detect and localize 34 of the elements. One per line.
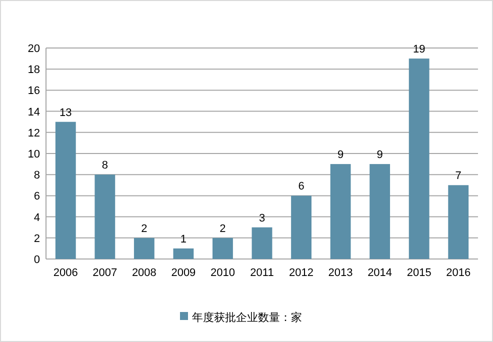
x-tick-label: 2012 [289,267,314,279]
y-tick-label: 6 [34,190,40,203]
y-tick-label: 20 [28,43,40,55]
data-label: 9 [376,149,383,162]
y-tick-label: 2 [34,232,40,245]
data-label: 3 [258,212,266,224]
y-tick-label: 12 [28,127,40,140]
x-tick-label: 2014 [368,267,392,279]
x-tick-label: 2010 [210,267,235,279]
x-tick-label: 2009 [171,267,196,279]
x-tick-label: 2011 [250,267,274,279]
y-tick-label: 10 [28,148,40,160]
x-tick-label: 2015 [406,267,432,279]
x-tick-label: 2008 [132,267,156,279]
data-label: 9 [337,149,344,162]
y-tick-label: 8 [34,170,40,182]
y-tick-label: 16 [28,85,40,98]
y-tick-label: 18 [28,64,40,76]
y-tick-label: 0 [34,254,40,266]
x-tick-label: 2016 [446,267,471,279]
data-label: 2 [141,222,148,235]
data-label: 1 [180,233,187,246]
data-label: 2 [220,222,226,235]
data-label: 7 [455,170,462,182]
y-tick-label: 14 [28,106,40,118]
x-tick-label: 2006 [53,267,78,279]
x-tick-label: 2007 [92,267,118,279]
legend-label: 年度获批企业数量：家 [192,311,302,324]
data-label: 6 [298,180,304,193]
y-tick-label: 4 [34,212,40,224]
data-label: 13 [60,106,72,119]
x-tick-label: 2013 [328,267,353,279]
data-label: 19 [412,44,426,56]
data-label: 8 [102,160,108,172]
